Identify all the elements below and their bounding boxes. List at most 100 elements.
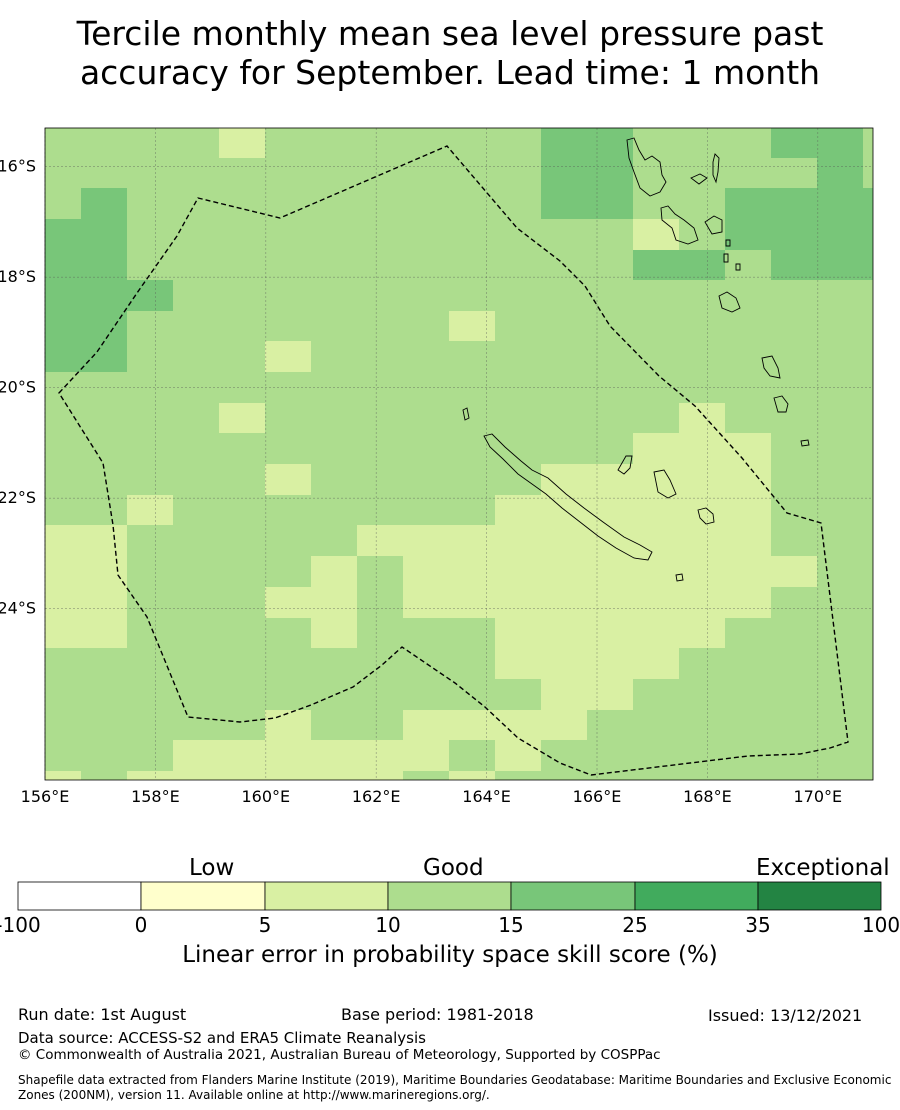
map-frame	[44, 127, 874, 781]
y-tick-label: 20°S	[0, 378, 36, 397]
colorbar-segment	[510, 881, 636, 911]
skill-cell	[357, 525, 771, 556]
skill-cell	[771, 250, 873, 280]
colorbar-tick: 35	[745, 913, 771, 937]
y-axis-labels: 16°S 18°S 20°S 22°S 24°S	[0, 157, 36, 618]
skill-cell	[633, 433, 771, 464]
colorbar-segment	[264, 881, 389, 911]
island-outline	[773, 395, 789, 413]
skill-cell	[265, 587, 357, 618]
x-tick-label: 160°E	[241, 787, 290, 806]
skill-cell	[633, 250, 725, 280]
colorbar-word-low: Low	[189, 855, 235, 881]
colorbar-segment	[387, 881, 512, 911]
island-outline	[712, 153, 720, 184]
skill-cell	[633, 219, 679, 250]
skill-cell	[403, 710, 587, 740]
x-tick-label: 156°E	[21, 787, 70, 806]
colorbar-tick: 25	[622, 913, 648, 937]
title-line-2: accuracy for September. Lead time: 1 mon…	[79, 53, 821, 92]
skill-cell	[45, 280, 173, 311]
skill-cell	[311, 618, 357, 648]
colorbar-segment	[634, 881, 759, 911]
island-outline	[697, 507, 715, 525]
skill-cell	[771, 128, 863, 158]
skill-cell	[541, 188, 633, 219]
y-tick-label: 18°S	[0, 267, 36, 286]
island-outline	[725, 239, 731, 247]
y-tick-label: 24°S	[0, 599, 36, 618]
colorbar-word-good: Good	[423, 855, 484, 881]
title-line-1: Tercile monthly mean sea level pressure …	[76, 14, 824, 53]
x-tick-label: 158°E	[131, 787, 180, 806]
skill-cell	[541, 679, 633, 710]
skill-cell	[311, 556, 357, 587]
x-tick-label: 170°E	[793, 787, 842, 806]
shapefile-credit-1: Shapefile data extracted from Flanders M…	[18, 1073, 892, 1087]
skill-cell	[81, 188, 127, 219]
skill-cell	[495, 648, 679, 679]
colorbar-word-exceptional: Exceptional	[756, 855, 890, 881]
island-outline	[617, 455, 633, 475]
shapefile-credit-2: Zones (200NM), version 11. Available onl…	[18, 1088, 490, 1102]
island-outline	[735, 263, 741, 271]
graticule	[44, 128, 873, 780]
copyright: © Commonwealth of Australia 2021, Austra…	[18, 1047, 661, 1063]
colorbar-tick: 100	[861, 913, 900, 937]
skill-cell	[725, 188, 873, 219]
colorbar-tick: 15	[498, 913, 524, 937]
island-outline	[675, 573, 684, 582]
eez-boundary	[58, 145, 849, 776]
island-outline	[660, 205, 699, 245]
colorbar-tick: 5	[258, 913, 272, 937]
skill-cell	[403, 556, 817, 587]
skill-grid	[45, 128, 873, 780]
island-outline	[718, 291, 741, 313]
island-outline	[704, 215, 723, 235]
skill-cell	[45, 587, 127, 618]
skill-cell	[725, 219, 873, 250]
skill-cell	[541, 464, 771, 495]
base-period: Base period: 1981-2018	[341, 1005, 534, 1024]
skill-cell	[219, 128, 265, 158]
y-tick-label: 22°S	[0, 488, 36, 507]
skill-cell	[449, 311, 495, 341]
islands	[462, 137, 810, 582]
skill-cell	[45, 525, 127, 556]
island-outline	[723, 253, 729, 263]
colorbar-label: Linear error in probability space skill …	[182, 942, 718, 968]
skill-cell	[495, 495, 771, 525]
colorbar-segment	[17, 881, 142, 911]
island-outline	[653, 469, 677, 499]
skill-cell	[817, 158, 863, 188]
skill-cell	[403, 587, 771, 618]
colorbar-tick: -100	[0, 913, 41, 937]
y-tick-label: 16°S	[0, 157, 36, 176]
skill-cell	[45, 311, 127, 341]
island-outline	[800, 439, 810, 447]
island-outline	[483, 433, 653, 561]
colorbar-segment	[757, 881, 882, 911]
skill-cell	[541, 128, 633, 158]
skill-cell	[173, 740, 449, 771]
skill-cell	[127, 495, 173, 525]
skill-cell	[679, 403, 725, 433]
island-outline	[761, 355, 781, 379]
x-tick-label: 164°E	[462, 787, 511, 806]
skill-cell	[449, 771, 495, 780]
skill-cell	[265, 710, 311, 740]
skill-cell	[219, 403, 265, 433]
data-source: Data source: ACCESS-S2 and ERA5 Climate …	[18, 1029, 426, 1047]
issued-date: Issued: 13/12/2021	[708, 1006, 863, 1025]
skill-cell	[45, 618, 127, 648]
colorbar-tick: 10	[375, 913, 401, 937]
skill-cell	[45, 219, 127, 250]
run-date: Run date: 1st August	[18, 1005, 187, 1024]
skill-cell	[45, 556, 127, 587]
skill-cell	[127, 771, 403, 780]
island-outline	[690, 173, 708, 185]
colorbar-segment	[140, 881, 266, 911]
skill-cell	[495, 618, 725, 648]
map-title: Tercile monthly mean sea level pressure …	[0, 14, 900, 92]
x-tick-label: 168°E	[683, 787, 732, 806]
